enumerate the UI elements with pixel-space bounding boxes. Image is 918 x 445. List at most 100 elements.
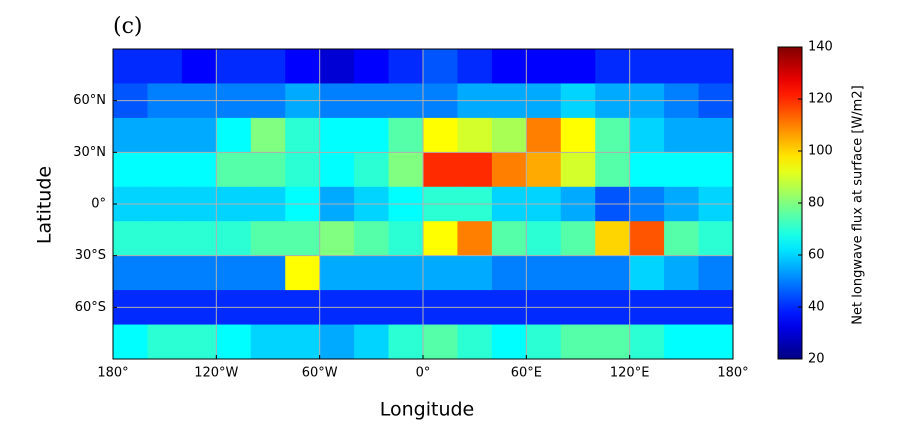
heat-cell [216,221,252,257]
heat-cell [423,152,458,188]
heat-cell [319,49,355,84]
heat-cell [595,117,631,153]
heat-cell [354,221,390,257]
heat-cell [354,324,390,360]
heat-cell [698,255,734,291]
heat-cell [181,49,217,84]
heat-cell [285,221,321,257]
heat-cell [629,49,665,84]
heat-cell [319,324,355,360]
heat-cell [457,117,493,153]
y-tick-label: 60°N [73,93,106,108]
heat-cell [285,117,321,153]
y-tick-label: 30°S [75,248,106,263]
heat-cell [526,152,562,188]
heat-cell [388,221,424,257]
heat-cell [698,49,734,84]
heat-cell [181,152,217,188]
colorbar-tick-label: 60 [808,248,825,263]
heat-cell [664,324,700,360]
heat-cell [457,152,493,188]
heat-cell [698,221,734,257]
heat-cell [181,221,217,257]
heat-cell [423,117,458,153]
heat-cell [491,255,527,291]
heat-cell [526,117,562,153]
heat-cell [698,324,734,360]
heat-cell [250,324,286,360]
heat-cell [250,49,286,84]
heat-cell [560,49,596,84]
x-axis-label: Longitude [380,399,475,421]
heat-cell [216,152,252,188]
y-axis-label: Latitude [34,166,56,244]
colorbar-tick-label: 120 [808,92,833,107]
heat-cell [113,221,148,257]
heat-cell [216,117,252,153]
y-tick-label: 60°S [75,300,106,315]
y-tick-label: 30°N [73,145,106,160]
heat-cell [216,49,252,84]
heat-cell [698,117,734,153]
heat-cell [216,324,252,360]
heat-cell [629,221,665,257]
heat-cell [147,117,183,153]
heat-cell [664,255,700,291]
heat-cell [354,152,390,188]
heat-cell [595,152,631,188]
heat-cell [319,152,355,188]
heat-cell [560,221,596,257]
heat-cell [388,255,424,291]
heat-cell [319,255,355,291]
heat-cell [388,117,424,153]
heat-cell [491,152,527,188]
heat-cell [181,255,217,291]
heat-cell [113,255,148,291]
heat-cell [491,49,527,84]
heat-cell [388,49,424,84]
plot-frame [112,48,734,360]
heat-cell [354,255,390,291]
heat-cell [629,255,665,291]
colorbar-tick-label: 100 [808,144,833,159]
heat-cell [285,152,321,188]
heat-cell [285,324,321,360]
colorbar-tick-label: 40 [808,300,825,315]
x-tick-label: 120°W [194,366,238,381]
heat-cell [629,324,665,360]
heat-cell [113,324,148,360]
heat-cell [491,324,527,360]
colorbar-label: Net longwave flux at surface [W/m2] [851,85,866,324]
heat-cell [457,255,493,291]
heat-cell [285,49,321,84]
heat-cell [147,49,183,84]
heat-cell [560,117,596,153]
heat-cell [181,117,217,153]
heat-cell [423,324,458,360]
heat-cell [526,49,562,84]
heat-cell [250,152,286,188]
heat-cell [388,152,424,188]
colorbar-tick-label: 20 [808,352,825,367]
heat-cell [595,49,631,84]
heat-cell [457,49,493,84]
heat-cell [526,324,562,360]
heat-cell [629,117,665,153]
heat-cell [250,221,286,257]
heat-cell [423,255,458,291]
heat-cell [147,221,183,257]
heat-cell [181,324,217,360]
heat-cell [560,255,596,291]
heat-cell [457,324,493,360]
x-tick-label: 180° [97,366,128,381]
heat-cell [423,221,458,257]
heat-cell [354,49,390,84]
x-tick-label: 60°E [511,366,542,381]
heat-cell [698,152,734,188]
x-tick-label: 120°E [610,366,650,381]
heat-cell [629,152,665,188]
heat-cell [319,117,355,153]
heat-cell [595,221,631,257]
panel-label: (c) [113,14,143,39]
